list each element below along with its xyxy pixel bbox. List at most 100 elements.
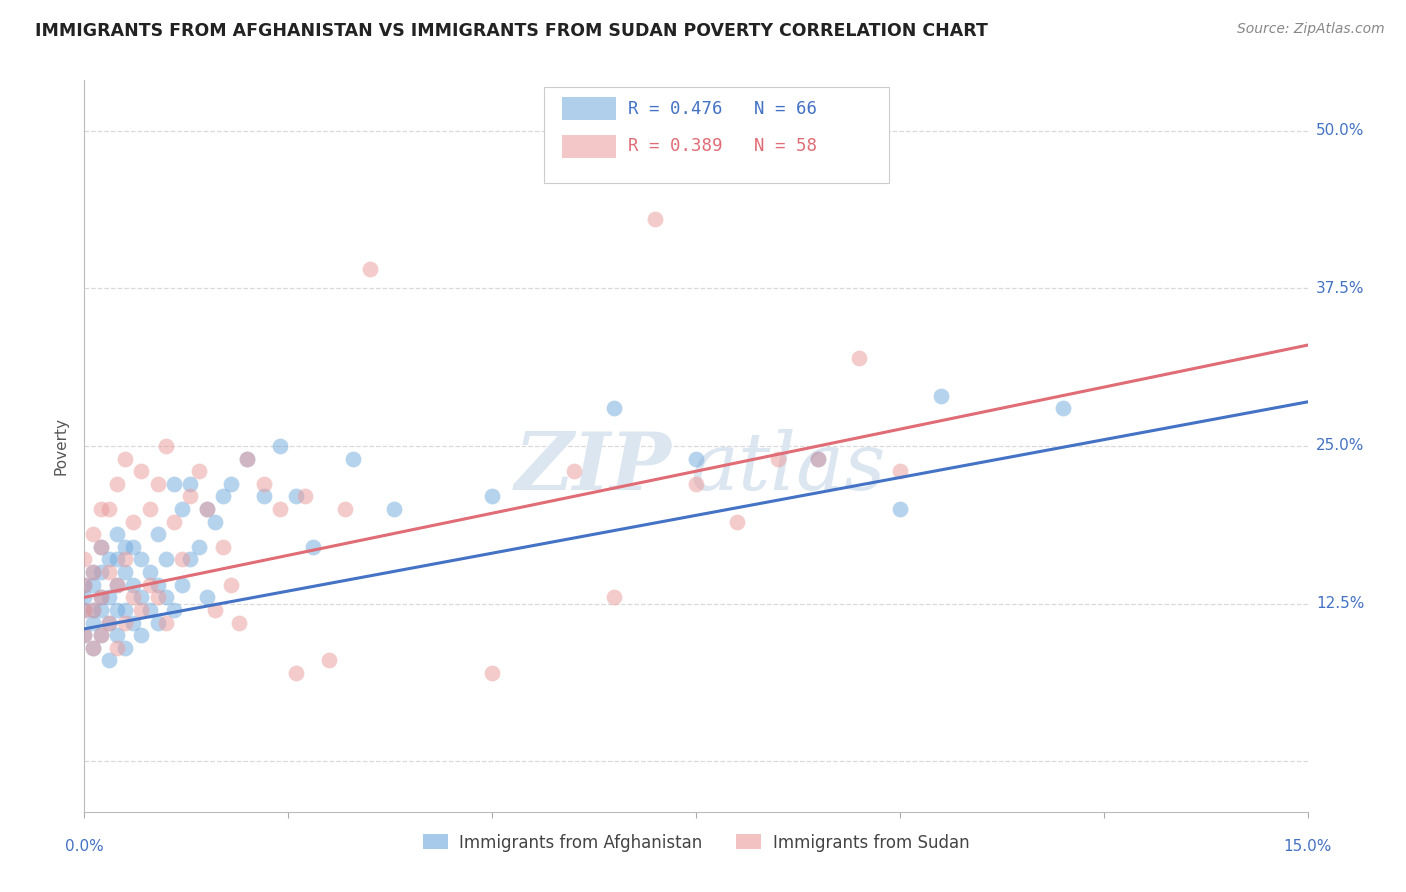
Point [204, 515, 226, 529]
Point [253, 490, 276, 504]
Point [179, 490, 201, 504]
Point [1052, 401, 1074, 416]
Point [138, 502, 160, 516]
Point [725, 515, 748, 529]
Point [179, 552, 201, 566]
Point [105, 552, 128, 566]
Point [172, 552, 194, 566]
Point [97, 653, 120, 667]
Point [138, 578, 160, 592]
Point [359, 262, 381, 277]
Point [889, 464, 911, 478]
Text: R = 0.476   N = 66: R = 0.476 N = 66 [628, 100, 817, 118]
Point [294, 490, 316, 504]
Point [146, 591, 169, 605]
Point [163, 515, 186, 529]
Point [90, 628, 112, 642]
Point [114, 565, 136, 579]
Point [603, 591, 626, 605]
Point [73, 603, 96, 617]
Point [82, 565, 104, 579]
Point [82, 565, 104, 579]
Point [807, 451, 830, 466]
Point [301, 540, 323, 554]
Point [122, 591, 145, 605]
Point [114, 451, 136, 466]
Point [90, 591, 112, 605]
Point [105, 640, 128, 655]
Legend: Immigrants from Afghanistan, Immigrants from Sudan: Immigrants from Afghanistan, Immigrants … [416, 827, 976, 858]
Point [212, 490, 235, 504]
Point [195, 591, 218, 605]
Point [97, 565, 120, 579]
Point [90, 565, 112, 579]
Point [114, 615, 136, 630]
Point [105, 527, 128, 541]
Point [195, 502, 218, 516]
Point [335, 502, 357, 516]
Text: IMMIGRANTS FROM AFGHANISTAN VS IMMIGRANTS FROM SUDAN POVERTY CORRELATION CHART: IMMIGRANTS FROM AFGHANISTAN VS IMMIGRANT… [35, 22, 988, 40]
Point [131, 628, 153, 642]
Point [219, 476, 242, 491]
Text: 12.5%: 12.5% [1316, 596, 1364, 611]
Text: ZIP: ZIP [515, 429, 672, 507]
Point [73, 578, 96, 592]
Point [179, 476, 201, 491]
Point [105, 578, 128, 592]
Point [131, 464, 153, 478]
Point [122, 540, 145, 554]
Text: 25.0%: 25.0% [1316, 439, 1364, 453]
Point [236, 451, 259, 466]
Text: atlas: atlas [690, 429, 886, 507]
Point [848, 351, 870, 365]
Point [82, 640, 104, 655]
Point [131, 591, 153, 605]
Point [97, 615, 120, 630]
Point [82, 603, 104, 617]
Point [187, 464, 209, 478]
Point [131, 603, 153, 617]
Point [90, 591, 112, 605]
Point [131, 552, 153, 566]
Point [163, 603, 186, 617]
Point [766, 451, 789, 466]
Point [97, 502, 120, 516]
Point [90, 540, 112, 554]
Point [685, 476, 707, 491]
Point [318, 653, 340, 667]
Point [228, 615, 250, 630]
Point [155, 615, 177, 630]
Point [97, 552, 120, 566]
Point [90, 540, 112, 554]
Point [146, 527, 169, 541]
Point [382, 502, 405, 516]
Point [97, 615, 120, 630]
Point [97, 591, 120, 605]
Text: Source: ZipAtlas.com: Source: ZipAtlas.com [1237, 22, 1385, 37]
Point [114, 552, 136, 566]
Point [219, 578, 242, 592]
Point [73, 552, 96, 566]
Point [481, 490, 503, 504]
Point [105, 603, 128, 617]
Point [172, 502, 194, 516]
Point [105, 578, 128, 592]
Point [90, 502, 112, 516]
Point [73, 591, 96, 605]
Point [90, 603, 112, 617]
Point [82, 640, 104, 655]
Point [212, 540, 235, 554]
Point [114, 640, 136, 655]
Point [105, 476, 128, 491]
Point [285, 665, 308, 680]
Point [187, 540, 209, 554]
Point [155, 591, 177, 605]
Point [644, 212, 666, 227]
Point [114, 540, 136, 554]
Point [685, 451, 707, 466]
Point [122, 578, 145, 592]
Point [155, 552, 177, 566]
Point [73, 628, 96, 642]
Point [603, 401, 626, 416]
Point [342, 451, 364, 466]
